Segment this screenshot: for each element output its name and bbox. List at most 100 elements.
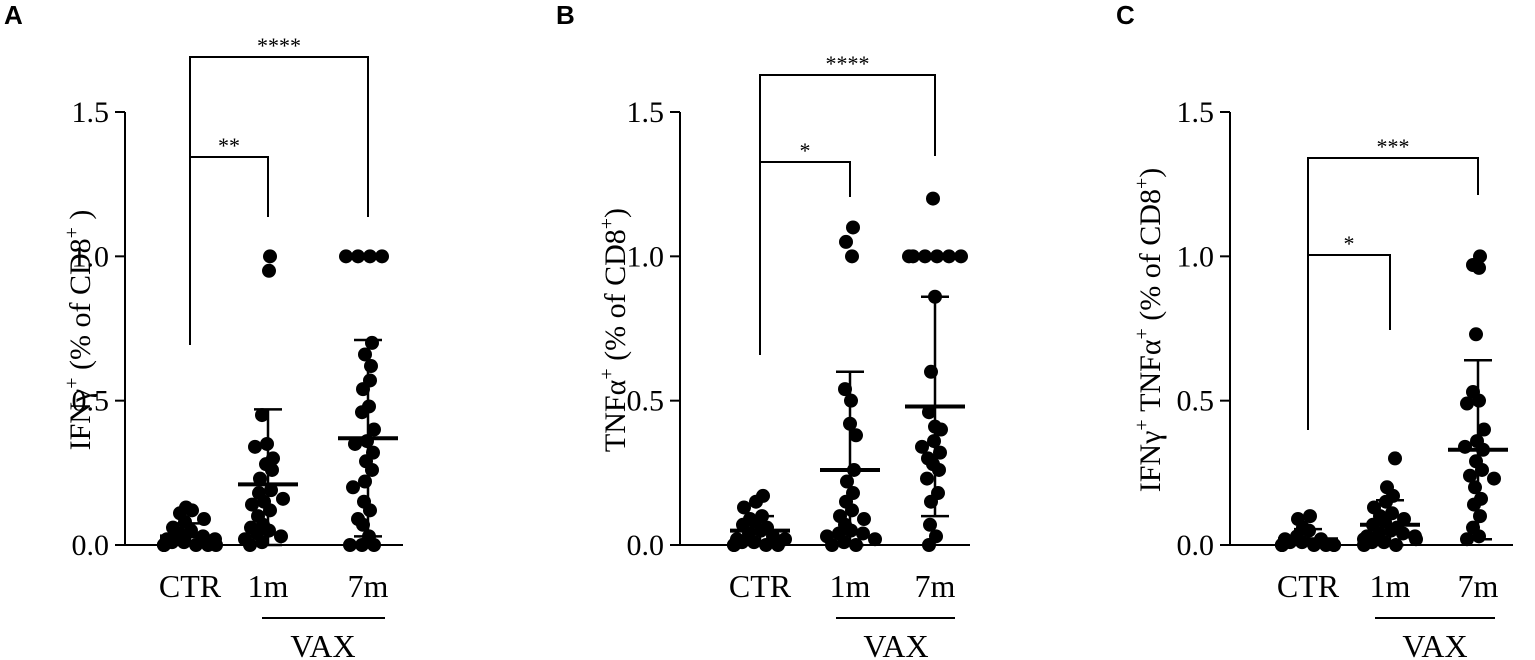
y-axis-title: TNFα+ (% of CD8+): [596, 208, 632, 452]
category-label: CTR: [729, 568, 792, 604]
data-point: [1409, 532, 1423, 547]
data-point: [1303, 509, 1317, 524]
data-point: [849, 428, 863, 443]
group-label: VAX: [1402, 628, 1467, 660]
category-label: 7m: [1458, 568, 1499, 604]
series-1m: [238, 249, 298, 552]
data-point: [1460, 396, 1474, 411]
data-point: [358, 474, 372, 489]
data-point: [348, 436, 362, 451]
data-point: [364, 359, 378, 374]
data-point: [367, 538, 381, 552]
y-tick-label: 1.0: [627, 240, 665, 273]
significance-label: *: [800, 138, 811, 163]
data-point: [356, 517, 370, 532]
data-point: [367, 422, 381, 437]
y-tick-label: 0.0: [1177, 529, 1215, 562]
series-1m: [1357, 451, 1423, 552]
data-point: [934, 422, 948, 437]
data-point: [846, 220, 860, 235]
bracket-line: [189, 156, 269, 345]
data-point: [923, 517, 937, 532]
significance-label: ***: [1377, 134, 1410, 159]
data-point: [209, 538, 223, 552]
data-point: [185, 503, 199, 518]
y-tick-label: 0.5: [72, 385, 110, 418]
significance-bracket: ***: [1307, 134, 1479, 430]
series-7m: [1448, 249, 1508, 547]
data-point: [253, 471, 267, 486]
data-point: [922, 538, 936, 552]
data-point: [954, 249, 968, 264]
data-point: [339, 249, 353, 264]
category-label: 1m: [1370, 568, 1411, 604]
data-point: [1473, 509, 1487, 524]
category-label: 7m: [348, 568, 389, 604]
data-point: [248, 439, 262, 454]
panel-b: B TNFα+ (% of CD8+) 0.0 0.5 1.0 1.5 CTR 1m 7m V…: [556, 0, 970, 660]
category-label: CTR: [1277, 568, 1340, 604]
data-point: [1458, 439, 1472, 454]
data-point: [274, 529, 288, 544]
data-point: [1357, 538, 1371, 552]
significance-bracket: *: [759, 138, 851, 355]
data-point: [845, 503, 859, 518]
y-tick-label: 1.5: [1177, 96, 1215, 129]
data-point: [346, 480, 360, 495]
data-point: [1463, 468, 1477, 483]
data-point: [255, 408, 269, 423]
y-axis-title: IFNγ+ (% of CD8+ ): [61, 210, 97, 451]
data-point: [1388, 451, 1402, 466]
significance-bracket: ****: [759, 51, 936, 355]
significance-label: **: [218, 133, 240, 158]
panel-letter: B: [556, 0, 575, 30]
data-point: [276, 491, 290, 506]
data-point: [355, 405, 369, 420]
data-point: [825, 538, 839, 552]
bracket-line: [1307, 157, 1479, 430]
data-point: [1472, 260, 1486, 275]
y-tick-label: 1.5: [72, 96, 110, 129]
category-label: CTR: [159, 568, 222, 604]
data-point: [839, 234, 853, 249]
series-CTR: [1275, 509, 1341, 552]
panel-letter: A: [4, 0, 23, 30]
category-label: 1m: [830, 568, 871, 604]
panel-letter: C: [1116, 0, 1135, 30]
data-point: [1275, 538, 1289, 552]
data-point: [363, 503, 377, 518]
data-point: [920, 471, 934, 486]
y-tick-label: 0.5: [627, 385, 665, 418]
data-point: [902, 249, 916, 264]
data-point: [737, 500, 751, 515]
data-point: [375, 249, 389, 264]
data-point: [727, 538, 741, 552]
bracket-line: [189, 56, 369, 345]
data-point: [771, 538, 785, 552]
data-point: [245, 497, 259, 512]
bracket-line: [759, 74, 936, 355]
data-point: [363, 249, 377, 264]
data-point: [1487, 471, 1501, 486]
category-label: 7m: [915, 568, 956, 604]
bracket-line: [759, 161, 851, 355]
category-label: 1m: [248, 568, 289, 604]
group-label: VAX: [863, 628, 928, 660]
significance-label: ****: [257, 33, 301, 58]
data-point: [351, 249, 365, 264]
data-point: [868, 532, 882, 547]
data-point: [263, 249, 277, 264]
significance-bracket: **: [189, 133, 269, 345]
group-label: VAX: [290, 628, 355, 660]
data-point: [942, 249, 956, 264]
series-7m: [902, 191, 968, 552]
data-point: [1327, 538, 1341, 552]
data-point: [243, 538, 257, 552]
significance-label: ****: [826, 51, 870, 76]
series-7m: [338, 249, 398, 552]
data-point: [1396, 526, 1410, 541]
y-tick-label: 0.0: [72, 529, 110, 562]
